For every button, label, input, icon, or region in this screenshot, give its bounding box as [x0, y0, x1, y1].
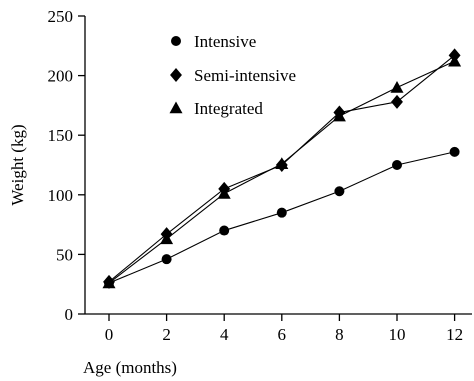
- data-point-intensive: [219, 225, 230, 236]
- legend-label-semi-intensive: Semi-intensive: [194, 66, 296, 85]
- data-point-semi-intensive: [391, 94, 403, 109]
- data-point-integrated: [217, 187, 231, 199]
- x-tick-label: 10: [389, 325, 406, 344]
- legend-marker-semi-intensive: [170, 68, 182, 82]
- series-line-integrated: [108, 60, 455, 284]
- data-point-integrated: [332, 109, 346, 122]
- x-tick-label: 0: [105, 325, 114, 344]
- y-tick-label: 150: [48, 126, 74, 145]
- x-axis-label: Age (months): [83, 358, 177, 377]
- data-point-integrated: [448, 54, 462, 67]
- y-tick-label: 250: [48, 7, 74, 26]
- legend-marker-integrated: [169, 101, 183, 114]
- data-point-intensive: [161, 254, 172, 265]
- data-point-intensive: [449, 146, 460, 157]
- y-tick-label: 100: [48, 186, 74, 205]
- legend-label-intensive: Intensive: [194, 32, 256, 51]
- axes: [78, 15, 472, 321]
- series-layer: [102, 48, 462, 289]
- series-integrated: [102, 54, 462, 289]
- legend-label-integrated: Integrated: [194, 99, 263, 118]
- x-tick-label: 2: [162, 325, 171, 344]
- data-point-integrated: [102, 276, 116, 289]
- legend: Intensive Semi-intensive Integrated: [169, 32, 296, 118]
- x-tick-label: 6: [278, 325, 287, 344]
- x-tick-label: 12: [446, 325, 463, 344]
- data-point-integrated: [160, 232, 174, 245]
- legend-marker-intensive: [171, 36, 181, 46]
- data-point-intensive: [392, 160, 402, 170]
- x-tick-label: 8: [335, 325, 344, 344]
- tick-labels: 0 50 100 150 200 250 0 2 4 6 8 10 12: [48, 7, 464, 344]
- data-point-integrated: [275, 157, 289, 170]
- x-tick-label: 4: [220, 325, 229, 344]
- y-tick-label: 50: [56, 245, 73, 264]
- y-tick-label: 0: [65, 305, 74, 324]
- y-axis-label: Weight (kg): [8, 124, 27, 205]
- data-point-integrated: [390, 81, 404, 93]
- y-tick-label: 200: [48, 67, 74, 86]
- data-point-intensive: [334, 186, 345, 197]
- data-point-intensive: [276, 207, 287, 218]
